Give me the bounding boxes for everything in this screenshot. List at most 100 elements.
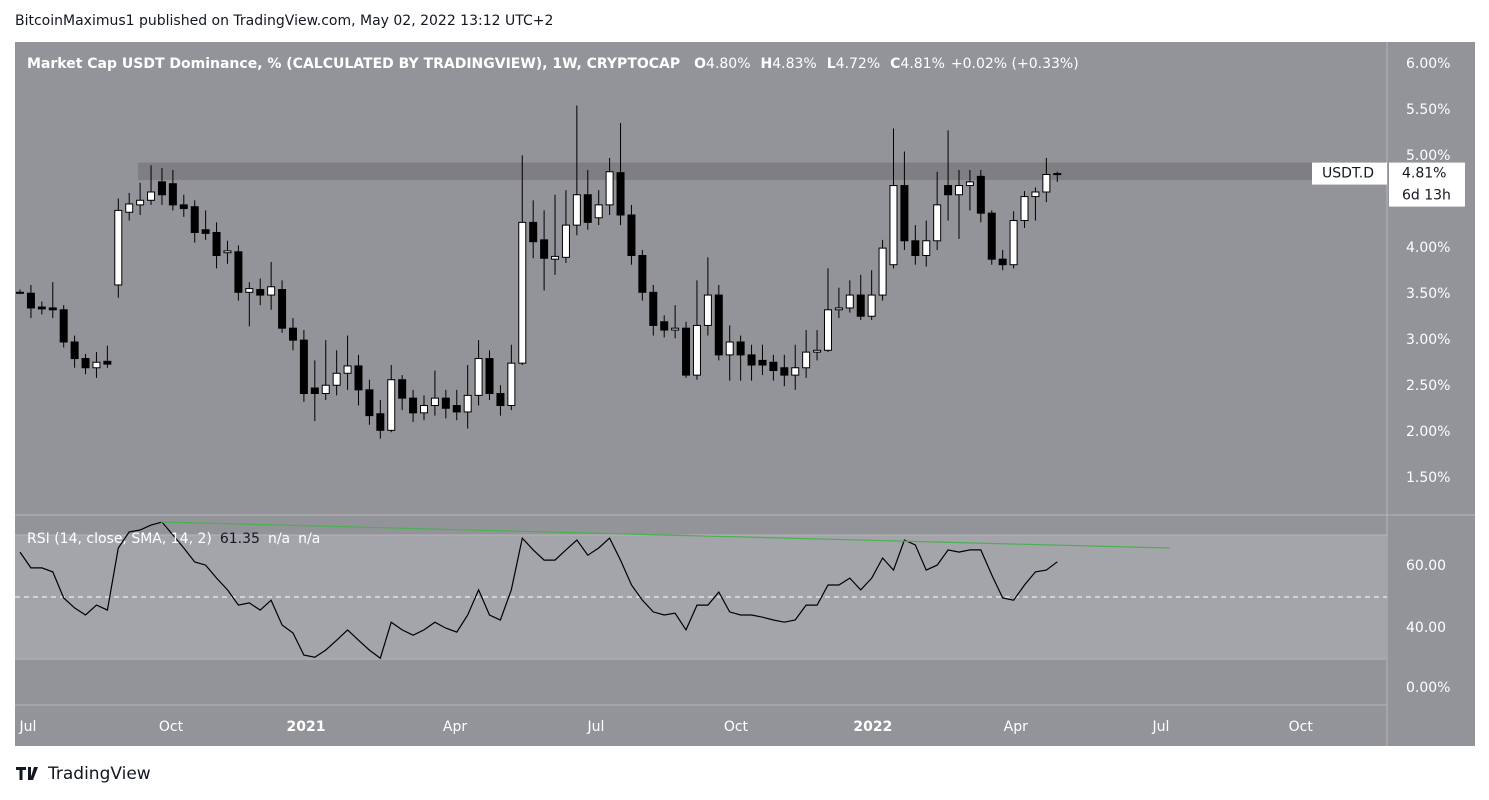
legend-key: L bbox=[827, 56, 836, 72]
legend-value: 4.83% bbox=[772, 56, 816, 72]
candle-body bbox=[48, 307, 57, 311]
x-tick-label: Oct bbox=[724, 719, 749, 735]
countdown-label: 6d 13h bbox=[1402, 188, 1451, 204]
candle-body bbox=[638, 254, 647, 293]
candle-body bbox=[81, 358, 90, 369]
candle-body bbox=[103, 360, 112, 365]
candle-body bbox=[398, 379, 407, 399]
y-tick-label: 6.00% bbox=[1406, 56, 1450, 72]
candle-body bbox=[1009, 220, 1018, 266]
candle-body bbox=[540, 239, 549, 259]
candle-body bbox=[201, 229, 210, 234]
candle-body bbox=[1053, 173, 1062, 176]
candle-body bbox=[507, 362, 516, 406]
x-tick-label: Jul bbox=[587, 719, 605, 735]
candle-body bbox=[682, 327, 691, 376]
candle-body bbox=[136, 199, 145, 206]
candle-body bbox=[37, 306, 46, 310]
y-tick-label: 2.00% bbox=[1406, 424, 1450, 440]
candle-body bbox=[758, 359, 767, 366]
candle-body bbox=[70, 341, 79, 360]
y-tick-label: 3.50% bbox=[1406, 286, 1450, 302]
candle-body bbox=[223, 250, 232, 254]
candle-body bbox=[1042, 174, 1051, 193]
candle-body bbox=[147, 191, 156, 201]
y-tick-label: 3.00% bbox=[1406, 332, 1450, 348]
x-tick-label: 2021 bbox=[286, 719, 325, 735]
candle-body bbox=[409, 397, 418, 414]
candle-body bbox=[823, 309, 832, 351]
rsi-legend-value: n/a bbox=[298, 531, 320, 547]
rsi-legend: RSI (14, close, SMA, 14, 2) 61.35 n/a n/a bbox=[27, 531, 320, 547]
legend-value: 4.81% bbox=[900, 56, 944, 72]
candle-body bbox=[998, 258, 1007, 266]
x-tick-label: Oct bbox=[1289, 719, 1314, 735]
candle-body bbox=[802, 351, 811, 369]
candle-body bbox=[955, 185, 964, 196]
candle-body bbox=[387, 379, 396, 431]
candle-body bbox=[747, 354, 756, 366]
candle-body bbox=[321, 384, 330, 395]
candle-body bbox=[1031, 191, 1040, 198]
candle-body bbox=[736, 341, 745, 356]
legend: Market Cap USDT Dominance, % (CALCULATED… bbox=[27, 56, 1079, 72]
candle-body bbox=[376, 413, 385, 431]
candle-body bbox=[310, 387, 319, 395]
candle-body bbox=[234, 251, 243, 293]
candle-body bbox=[299, 339, 308, 395]
candle-body bbox=[1020, 196, 1029, 222]
candle-body bbox=[354, 365, 363, 391]
candle-body bbox=[692, 324, 701, 376]
candle-body bbox=[889, 185, 898, 266]
candle-body bbox=[627, 214, 636, 256]
x-tick-label: Oct bbox=[159, 719, 184, 735]
candle-body bbox=[212, 231, 221, 256]
legend-change: +0.02% (+0.33%) bbox=[951, 56, 1079, 72]
legend-key: O bbox=[694, 56, 706, 72]
candle-body bbox=[976, 175, 985, 214]
candle-body bbox=[605, 171, 614, 206]
candle-body bbox=[583, 194, 592, 223]
x-tick-label: Jul bbox=[19, 719, 37, 735]
candle-body bbox=[343, 365, 352, 374]
legend-value: 4.72% bbox=[836, 56, 880, 72]
x-tick-label: Apr bbox=[1004, 719, 1028, 735]
tv-logo bbox=[16, 767, 38, 780]
candle-body bbox=[594, 204, 603, 219]
candle-body bbox=[834, 307, 843, 311]
candle-body bbox=[474, 358, 483, 396]
y-tick-label: 4.00% bbox=[1406, 240, 1450, 256]
legend-title: Market Cap USDT Dominance, % (CALCULATED… bbox=[27, 56, 680, 72]
candle-body bbox=[856, 294, 865, 317]
candle-body bbox=[267, 286, 276, 296]
candle-body bbox=[157, 181, 166, 196]
y-tick-label: 60.00 bbox=[1406, 558, 1446, 574]
y-tick-label: 1.50% bbox=[1406, 470, 1450, 486]
candle-body bbox=[529, 221, 538, 243]
candle-body bbox=[703, 294, 712, 326]
candle-body bbox=[125, 203, 134, 213]
legend-key: C bbox=[890, 56, 900, 72]
candle-body bbox=[813, 349, 822, 353]
candle-body bbox=[714, 294, 723, 356]
candle-body bbox=[332, 372, 341, 386]
y-tick-label: 5.00% bbox=[1406, 148, 1450, 164]
candle-body bbox=[26, 292, 35, 309]
brand: TradingView bbox=[47, 764, 151, 784]
price-box bbox=[1389, 162, 1465, 207]
candle-body bbox=[245, 288, 254, 293]
price-label: 4.81% bbox=[1402, 166, 1446, 182]
candle-body bbox=[114, 209, 123, 286]
candle-body bbox=[179, 204, 188, 210]
candle-body bbox=[16, 291, 25, 294]
symbol-box bbox=[1312, 162, 1387, 185]
resistance-zone bbox=[137, 162, 1387, 181]
candle-body bbox=[92, 361, 101, 369]
candle-body bbox=[190, 206, 199, 233]
symbol-label: USDT.D bbox=[1322, 166, 1374, 182]
candle-body bbox=[485, 358, 494, 395]
candle-body bbox=[671, 327, 680, 331]
candle-body bbox=[900, 185, 909, 242]
trendline bbox=[160, 521, 1170, 549]
